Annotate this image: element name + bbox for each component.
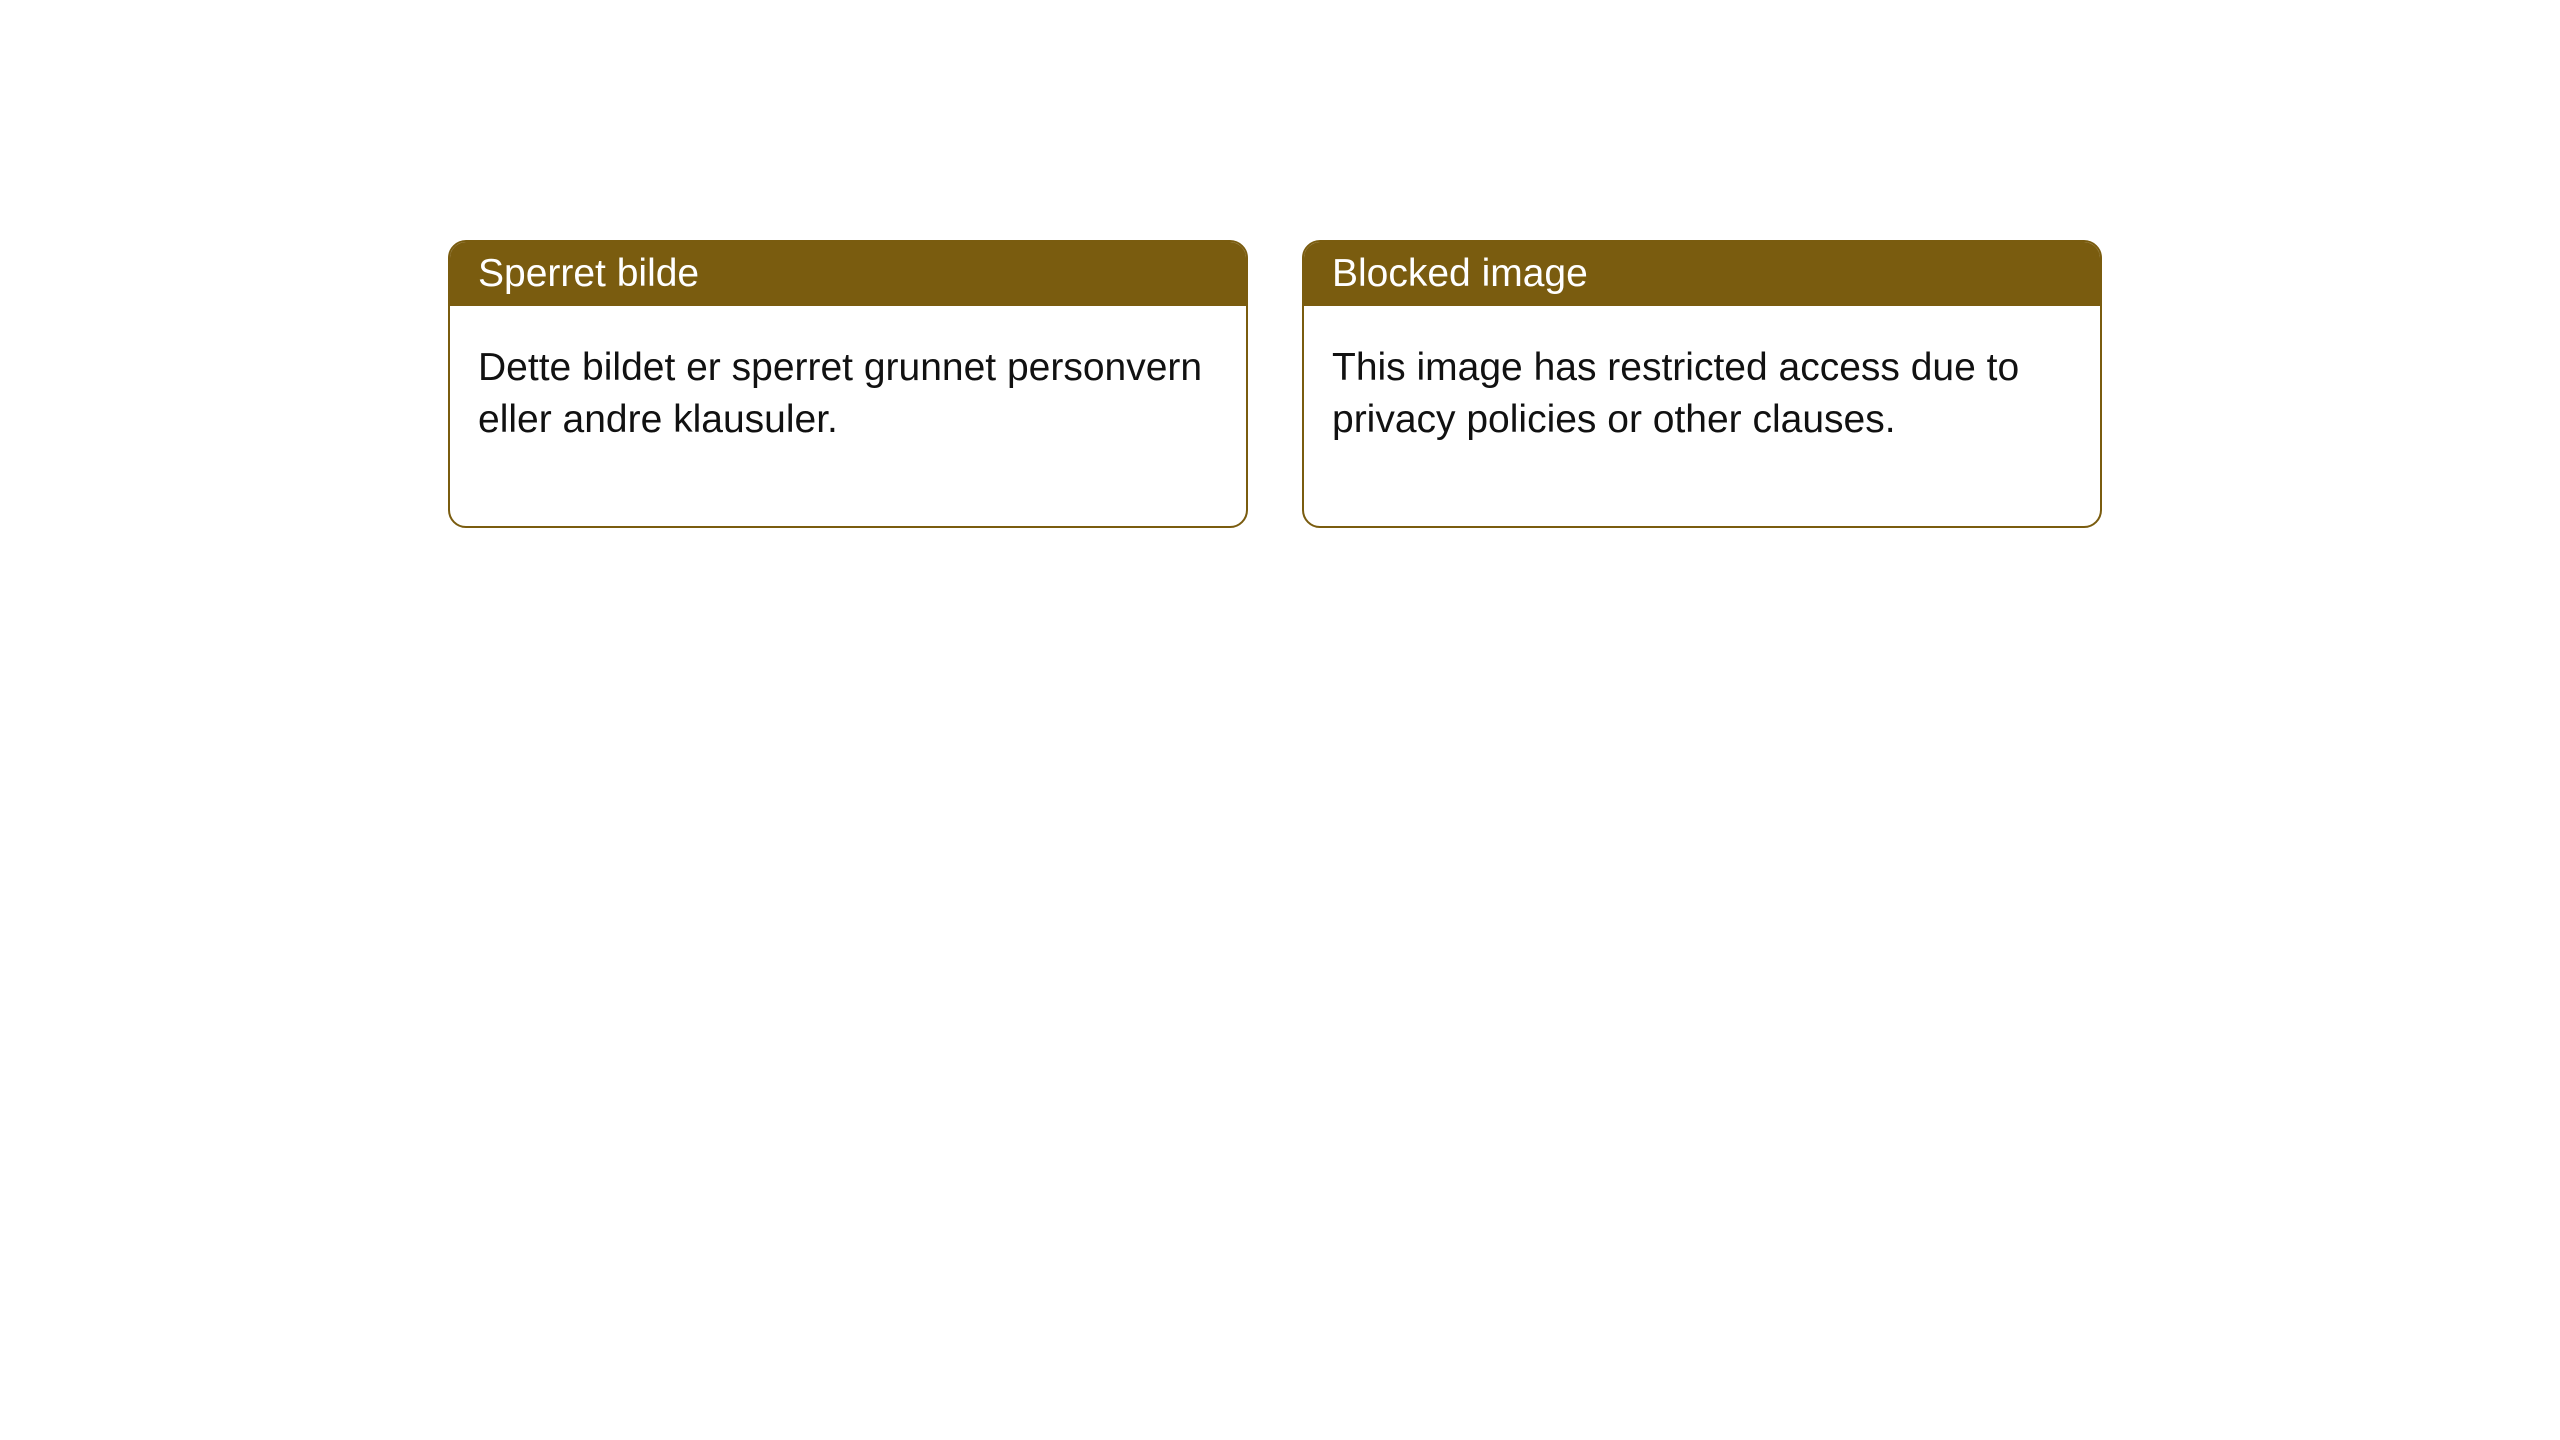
notice-container: Sperret bilde Dette bildet er sperret gr… [0, 0, 2560, 528]
notice-card-message: Dette bildet er sperret grunnet personve… [450, 306, 1246, 526]
notice-card-norwegian: Sperret bilde Dette bildet er sperret gr… [448, 240, 1248, 528]
notice-card-title: Sperret bilde [450, 242, 1246, 306]
notice-card-english: Blocked image This image has restricted … [1302, 240, 2102, 528]
notice-card-title: Blocked image [1304, 242, 2100, 306]
notice-card-message: This image has restricted access due to … [1304, 306, 2100, 526]
